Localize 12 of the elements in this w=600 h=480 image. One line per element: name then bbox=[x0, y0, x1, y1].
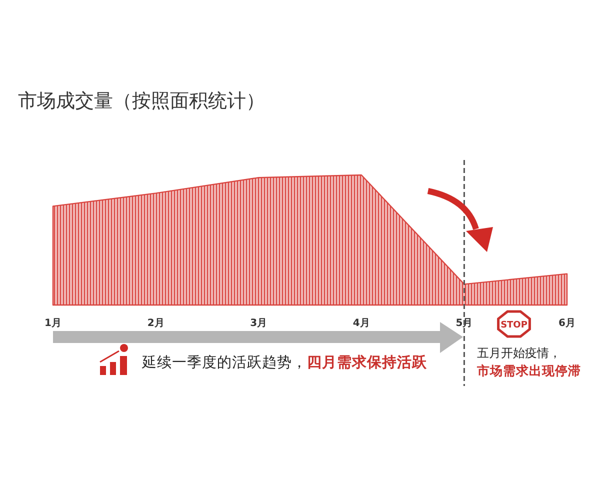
text: 延续一季度的活跃趋势， bbox=[141, 354, 307, 371]
chart-title: 市场成交量（按照面积统计） bbox=[18, 90, 265, 112]
x-tick-label: 6月 bbox=[558, 318, 576, 329]
x-tick-label: 3月 bbox=[250, 318, 268, 329]
text: STOP bbox=[500, 320, 528, 330]
text: 五月开始疫情， bbox=[477, 346, 561, 360]
x-tick-label: 2月 bbox=[147, 318, 164, 329]
x-tick-label: 1月 bbox=[44, 318, 62, 329]
text: 市场需求出现停滞 bbox=[476, 363, 581, 378]
x-tick-label: 5月 bbox=[456, 318, 473, 329]
text: 四月需求保持活跃 bbox=[307, 354, 428, 371]
x-tick-label: 4月 bbox=[352, 318, 370, 329]
